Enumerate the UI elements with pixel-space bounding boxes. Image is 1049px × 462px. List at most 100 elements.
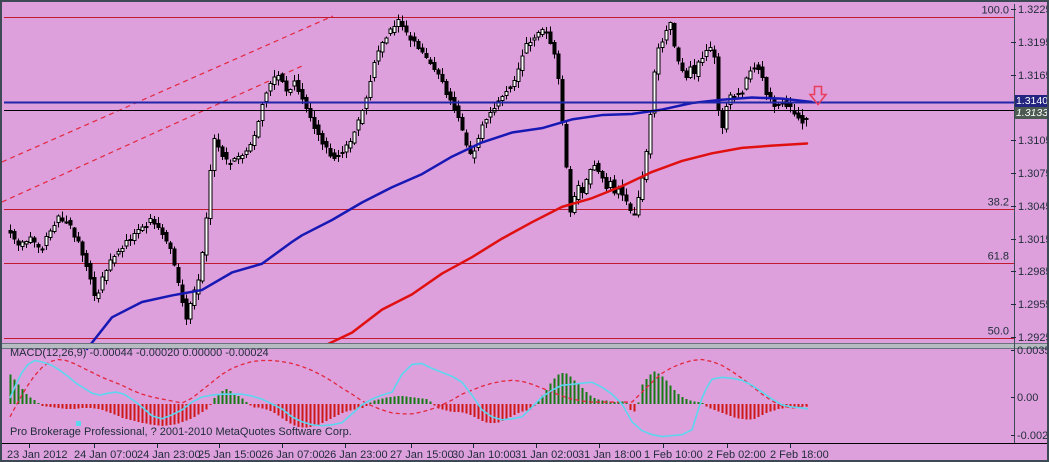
price-axis-label: 1.2925	[1018, 332, 1049, 344]
candlestick	[692, 65, 697, 74]
candlestick	[236, 156, 241, 160]
candlestick	[312, 116, 317, 129]
trend-channel-line[interactable]	[2, 65, 303, 203]
candlestick	[752, 67, 757, 70]
candlestick	[320, 132, 325, 145]
candlestick	[684, 70, 689, 79]
candlestick	[124, 239, 129, 247]
panel-divider[interactable]	[2, 344, 1049, 348]
price-tick	[1011, 206, 1016, 207]
candlestick	[264, 92, 269, 103]
candlestick	[292, 80, 297, 87]
candlestick	[108, 259, 113, 271]
candlestick	[784, 100, 789, 107]
candlestick	[232, 158, 237, 162]
time-axis-label: 2 Feb 18:00	[770, 449, 829, 461]
time-tick	[599, 444, 600, 448]
candlestick	[76, 236, 81, 242]
candlestick	[708, 47, 713, 51]
candlestick	[412, 36, 417, 42]
candlestick	[16, 240, 21, 246]
candlestick	[404, 25, 409, 33]
macd-scale-label: 0.00	[1017, 392, 1038, 404]
candlestick	[80, 241, 85, 256]
candlestick	[604, 176, 609, 190]
candlestick	[644, 150, 649, 181]
time-axis-line	[2, 443, 1047, 444]
candlestick	[420, 47, 425, 53]
candlestick	[48, 230, 53, 239]
candlestick	[488, 111, 493, 118]
macd-main-line	[9, 359, 809, 438]
trend-channel-line[interactable]	[2, 15, 334, 163]
price-axis-label: 1.2955	[1018, 299, 1049, 311]
candlestick	[204, 217, 209, 256]
candlestick	[256, 121, 261, 138]
macd-scale-tick	[1011, 435, 1015, 436]
time-tick	[157, 444, 158, 448]
time-tick	[790, 444, 791, 448]
candlestick	[624, 194, 629, 202]
price-tick	[1011, 42, 1016, 43]
candlestick	[424, 53, 429, 59]
candlestick	[40, 248, 45, 251]
candlestick	[348, 141, 353, 149]
candlestick	[288, 88, 293, 93]
candlestick	[372, 62, 377, 79]
candlestick	[164, 232, 169, 242]
time-axis-label: 31 Jan 18:00	[578, 449, 642, 461]
candlestick	[296, 80, 301, 93]
price-tick	[1011, 337, 1016, 338]
candlestick	[352, 131, 357, 144]
candlestick	[756, 64, 761, 70]
candlestick	[668, 21, 673, 31]
candlestick	[140, 226, 145, 232]
candlestick	[308, 107, 313, 118]
candlestick	[584, 179, 589, 194]
macd-scale-label: 0.00352	[1017, 345, 1049, 357]
candlestick	[592, 164, 597, 171]
candlestick	[328, 148, 333, 157]
price-tick	[1011, 239, 1016, 240]
candlestick	[500, 96, 505, 102]
candlestick	[720, 110, 725, 128]
panel-divider[interactable]	[2, 343, 1049, 344]
candlestick	[548, 31, 553, 44]
macd-signal-line	[9, 358, 809, 418]
candlestick	[84, 253, 89, 268]
candlestick	[360, 109, 365, 125]
candlestick	[736, 93, 741, 96]
candlestick	[524, 43, 529, 54]
candlestick	[88, 263, 93, 280]
time-tick	[473, 444, 474, 448]
candlestick	[532, 37, 537, 41]
candlestick	[520, 55, 525, 72]
candlestick	[764, 77, 769, 95]
fib-level-label: 61.8	[988, 251, 1009, 263]
candlestick	[540, 28, 545, 36]
candlestick	[300, 89, 305, 100]
price-axis-line	[1014, 4, 1015, 443]
candlestick	[576, 184, 581, 200]
candlestick	[176, 266, 181, 284]
candlestick	[456, 105, 461, 119]
time-axis-label: 31 Jan 02:00	[515, 449, 579, 461]
candlestick	[72, 227, 77, 238]
fib-level-label: 38.2	[988, 197, 1009, 209]
time-axis-label: 24 Jan 23:00	[137, 449, 201, 461]
candlestick	[148, 217, 153, 223]
time-tick	[345, 444, 346, 448]
down-arrow-icon[interactable]	[808, 85, 828, 106]
candlestick	[560, 78, 565, 122]
candlestick	[268, 82, 273, 92]
candlestick	[612, 179, 617, 194]
candlestick	[648, 113, 653, 155]
price-tick	[1011, 9, 1016, 10]
time-axis-label: 23 Jan 2012	[7, 449, 68, 461]
panel-divider[interactable]	[2, 348, 1049, 349]
candlestick	[508, 86, 513, 90]
candlestick	[636, 197, 641, 216]
candlestick	[356, 119, 361, 131]
